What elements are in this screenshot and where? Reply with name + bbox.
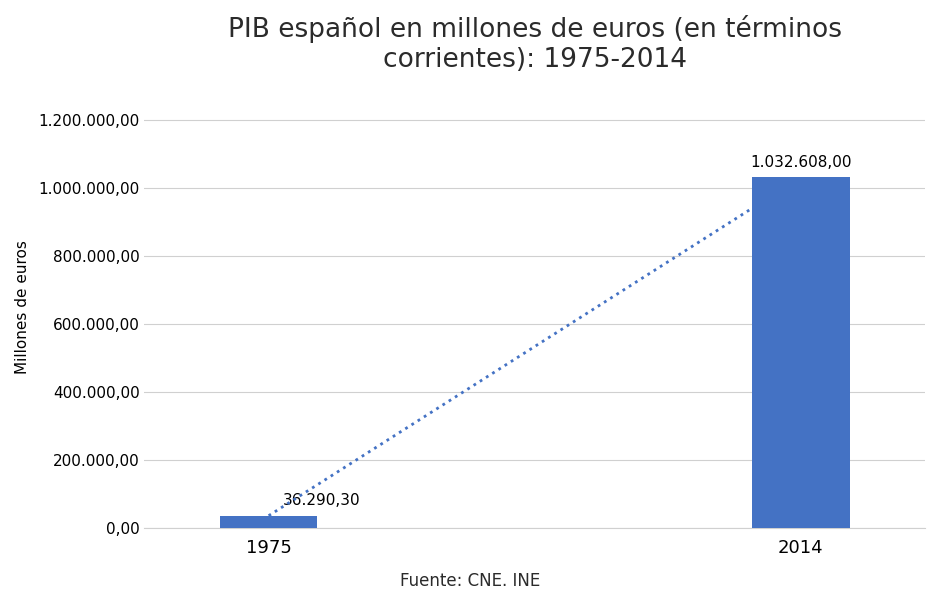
Bar <box>752 177 850 528</box>
Y-axis label: Millones de euros: Millones de euros <box>15 240 30 374</box>
Bar <box>220 516 318 528</box>
Title: PIB español en millones de euros (en términos
corrientes): 1975-2014: PIB español en millones de euros (en tér… <box>227 15 841 73</box>
Text: 36.290,30: 36.290,30 <box>283 493 360 508</box>
Text: 1.032.608,00: 1.032.608,00 <box>750 155 852 170</box>
Text: Fuente: CNE. INE: Fuente: CNE. INE <box>400 572 540 590</box>
